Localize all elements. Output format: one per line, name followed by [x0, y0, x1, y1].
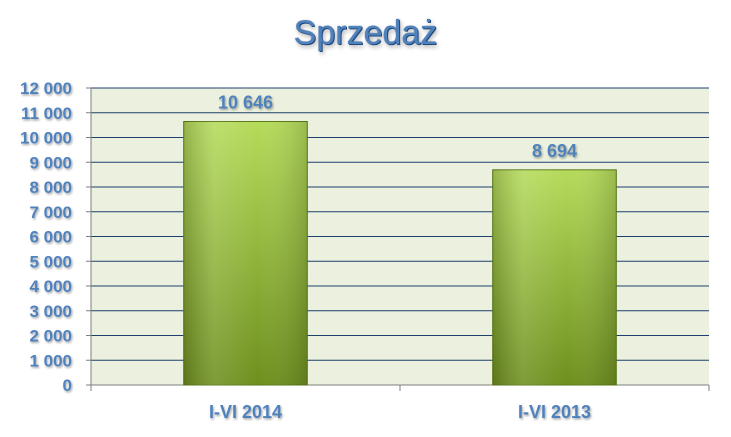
y-tick-label: 3 000 [29, 302, 72, 321]
y-tick-label: 1 000 [29, 351, 72, 370]
x-tick-label: I-VI 2013 [518, 402, 591, 422]
bar-sheen [183, 121, 308, 385]
y-tick-label: 12 000 [20, 79, 72, 98]
data-label: 8 694 [532, 141, 577, 161]
chart-title: Sprzedaż [293, 14, 438, 52]
y-tick-label: 8 000 [29, 178, 72, 197]
y-tick-label: 10 000 [20, 129, 72, 148]
y-tick-label: 6 000 [29, 228, 72, 247]
y-tick-label: 11 000 [21, 104, 72, 123]
bar-group [183, 121, 308, 386]
y-tick-label: 2 000 [29, 327, 72, 346]
y-tick-label: 0 [63, 376, 72, 395]
data-label: 10 646 [218, 93, 273, 113]
y-tick-label: 4 000 [29, 277, 72, 296]
y-tick-label: 9 000 [29, 153, 72, 172]
y-tick-label: 5 000 [29, 252, 72, 271]
y-tick-label: 7 000 [29, 203, 72, 222]
bar-sheen [492, 169, 617, 385]
bar-group [492, 169, 617, 386]
x-tick-label: I-VI 2014 [209, 402, 282, 422]
